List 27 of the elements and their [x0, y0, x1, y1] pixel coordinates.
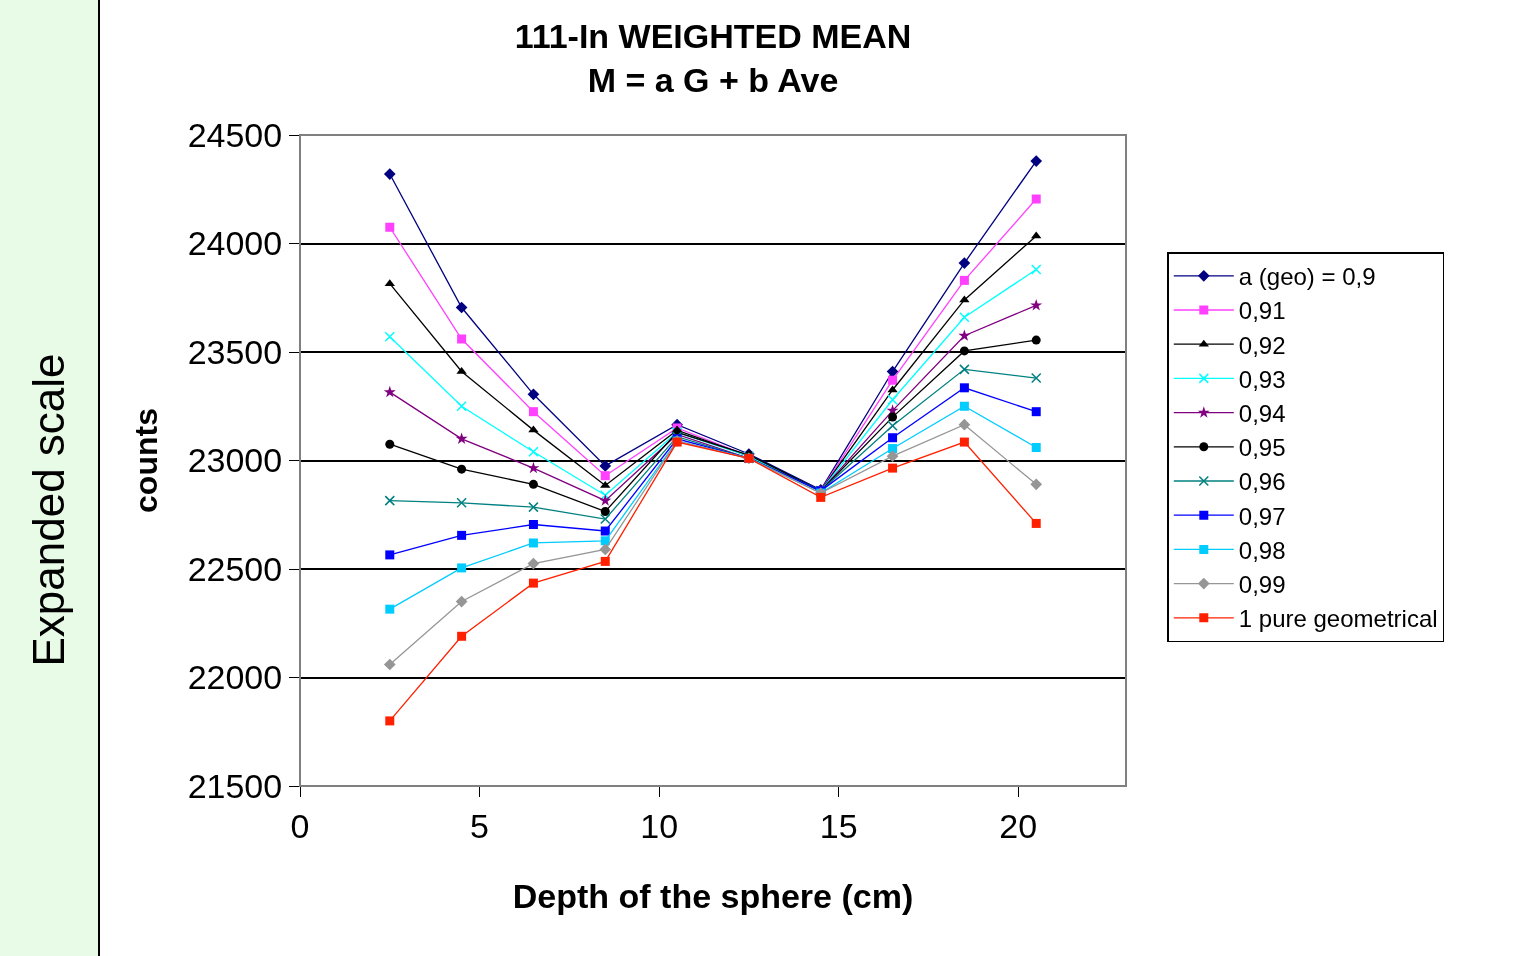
y-tick-label: 22500	[187, 549, 283, 588]
x-axis-title: Depth of the sphere (cm)	[512, 877, 914, 916]
y-tick-label: 23000	[187, 441, 283, 480]
legend-label: 0,98	[1238, 536, 1286, 564]
x-tick-label: 0	[290, 806, 310, 845]
y-tick-label: 21500	[187, 766, 283, 805]
y-tick-label: 23500	[187, 332, 283, 371]
legend-label: 0,95	[1238, 434, 1286, 462]
x-tick-label: 20	[999, 806, 1038, 845]
legend-label: 0,96	[1238, 468, 1286, 496]
x-tick-label: 15	[819, 806, 858, 845]
legend-label: 0,91	[1238, 297, 1286, 325]
legend-label: 0,94	[1238, 399, 1286, 427]
x-tick-label: 10	[640, 806, 679, 845]
y-tick-label: 22000	[187, 658, 283, 697]
legend-label: 1 pure geometrical	[1238, 605, 1438, 633]
y-axis-title: counts	[127, 408, 164, 513]
y-tick-label: 24000	[187, 224, 283, 263]
legend-label: 0,99	[1238, 570, 1286, 598]
x-tick-label: 5	[470, 806, 490, 845]
legend-label: a (geo) = 0,9	[1238, 263, 1376, 291]
y-tick-label: 24500	[187, 115, 283, 154]
legend-label: 0,97	[1238, 502, 1286, 530]
chart-title: 111-In WEIGHTED MEAN M = a G + b Ave	[514, 16, 912, 99]
legend-label: 0,92	[1238, 331, 1286, 359]
text: Expanded scale	[24, 353, 74, 667]
legend-label: 0,93	[1238, 365, 1286, 393]
